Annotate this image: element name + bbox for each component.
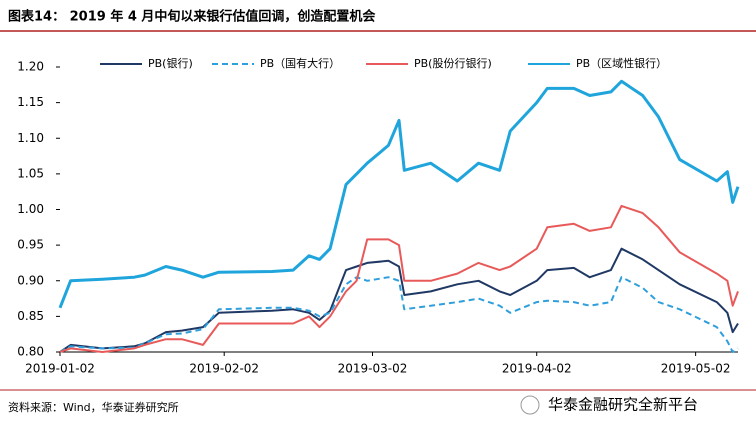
y-tick-label: 1.20 xyxy=(17,60,44,74)
x-tick-label: 2019-01-02 xyxy=(25,362,95,376)
series-line xyxy=(59,276,739,353)
legend-label: PB(股份行银行) xyxy=(414,56,492,70)
series-line xyxy=(59,247,739,353)
y-tick-label: 1.10 xyxy=(17,131,44,145)
y-tick-label: 0.95 xyxy=(17,238,44,252)
series-line xyxy=(59,204,739,353)
legend-label: PB（区域性银行） xyxy=(576,56,667,70)
legend-label: PB(银行) xyxy=(148,56,193,70)
y-tick-label: 0.90 xyxy=(17,273,44,287)
x-tick-label: 2019-04-02 xyxy=(502,362,572,376)
series-line xyxy=(58,79,740,309)
y-tick-label: 0.85 xyxy=(17,309,44,323)
x-tick-label: 2019-05-02 xyxy=(661,362,731,376)
watermark-icon xyxy=(520,395,540,415)
y-tick-label: 1.15 xyxy=(17,95,44,109)
legend-label: PB（国有大行） xyxy=(260,56,340,70)
watermark: 华泰金融研究全新平台 xyxy=(548,396,698,414)
y-tick-label: 1.00 xyxy=(17,202,44,216)
y-tick-label: 0.80 xyxy=(17,345,44,359)
x-tick-label: 2019-03-02 xyxy=(338,362,408,376)
x-tick-label: 2019-02-02 xyxy=(189,362,259,376)
y-tick-label: 1.05 xyxy=(17,166,44,180)
source-note: 资料来源：Wind，华泰证券研究所 xyxy=(8,400,179,414)
chart-title: 图表14： 2019 年 4 月中旬以来银行估值回调，创造配置机会 xyxy=(8,9,376,25)
